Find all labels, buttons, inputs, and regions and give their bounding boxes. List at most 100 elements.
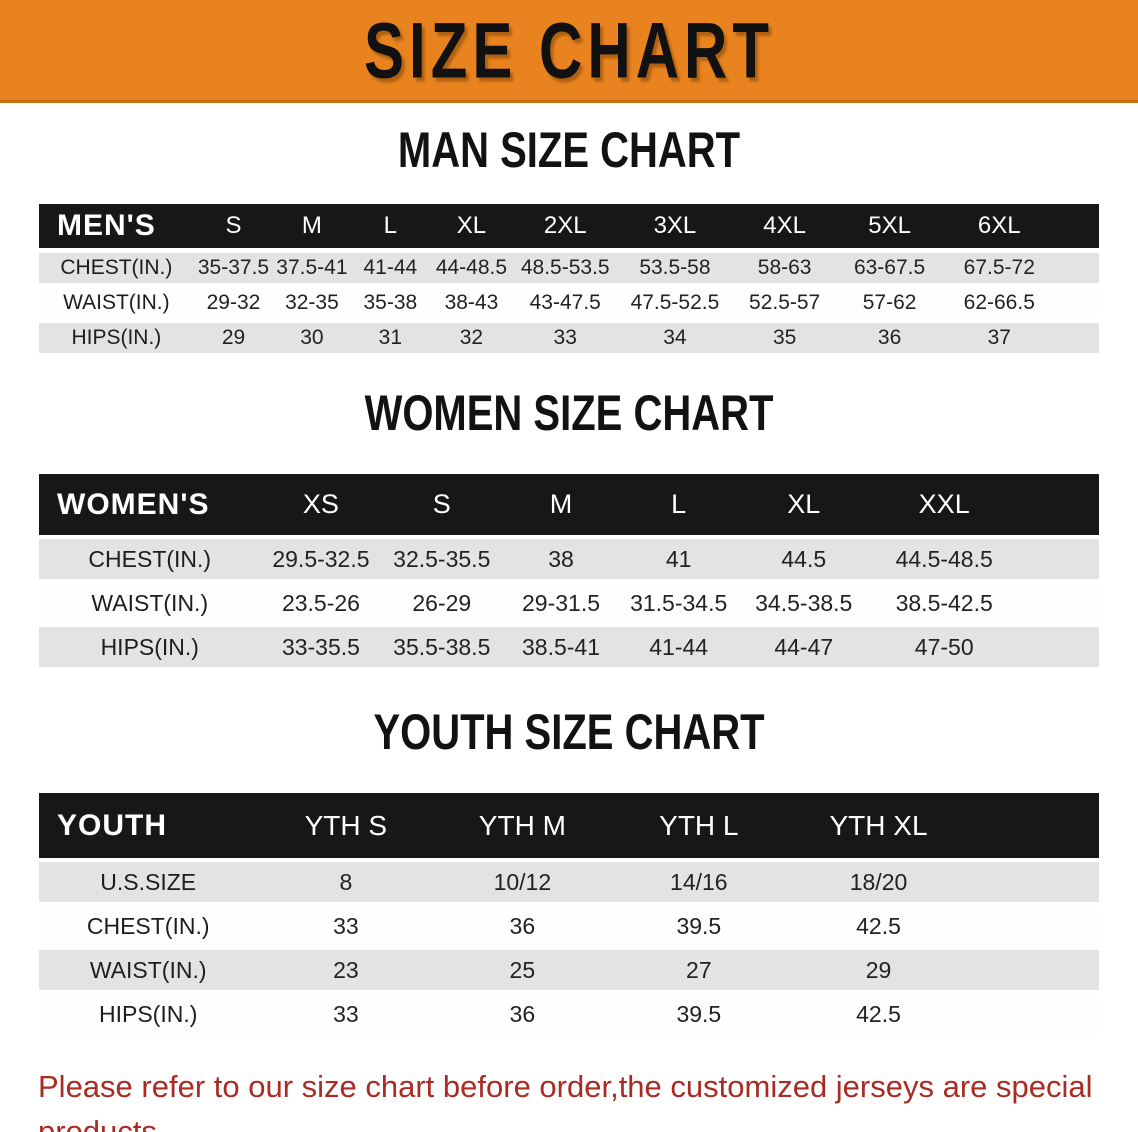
size-value-cell: 42.5 [787, 994, 970, 1034]
size-value-cell: 14/16 [610, 862, 788, 902]
size-value-cell: 41-44 [350, 253, 431, 283]
women-section-heading: WOMEN SIZE CHART [0, 358, 1138, 450]
notice-line-1: Please refer to our size chart before or… [38, 1069, 1093, 1132]
women-section-heading-text: WOMEN SIZE CHART [364, 386, 774, 442]
size-value-cell: 29-32 [193, 288, 274, 318]
size-value-cell: 33 [257, 906, 435, 946]
measurement-row: HIPS(IN.) 33 36 39.5 42.5 [39, 994, 1099, 1034]
size-value-cell: 27 [610, 950, 788, 990]
spacer-cell [969, 906, 1099, 946]
size-column-header: YTH XL [787, 793, 970, 858]
size-value-cell: 29 [193, 323, 274, 353]
size-column-header: M [273, 204, 351, 248]
table-title-cell: YOUTH [39, 793, 258, 858]
size-value-cell: 57-62 [837, 288, 943, 318]
table-header-row: YOUTH YTH S YTH M YTH L YTH XL [39, 793, 1099, 858]
size-column-header: YTH L [610, 793, 788, 858]
spacer-cell [1056, 204, 1099, 248]
size-value-cell: 34.5-38.5 [737, 583, 870, 623]
measurement-row: HIPS(IN.) 29 30 31 32 33 34 35 36 37 [39, 323, 1099, 353]
size-value-cell: 48.5-53.5 [512, 253, 618, 283]
youth-size-section: YOUTH SIZE CHART YOUTH YTH S YTH M YTH L YTH… [0, 671, 1138, 1038]
size-value-cell: 36 [434, 906, 611, 946]
size-column-header: S [193, 204, 274, 248]
measurement-row: WAIST(IN.) 23.5-26 26-29 29-31.5 31.5-34.5 34… [39, 583, 1099, 623]
size-value-cell: 43-47.5 [512, 288, 618, 318]
size-column-header: L [350, 204, 431, 248]
banner: SIZE CHART [0, 0, 1138, 103]
size-value-cell: 35-38 [350, 288, 431, 318]
row-label-cell: U.S.SIZE [39, 862, 258, 902]
measurement-row: WAIST(IN.) 23 25 27 29 [39, 950, 1099, 990]
size-value-cell: 44-48.5 [430, 253, 513, 283]
row-label-cell: WAIST(IN.) [39, 950, 258, 990]
size-value-cell: 44-47 [737, 627, 870, 667]
size-value-cell: 38.5-41 [502, 627, 620, 667]
size-value-cell: 38 [502, 539, 620, 579]
size-value-cell: 36 [837, 323, 943, 353]
size-value-cell: 29 [787, 950, 970, 990]
size-value-cell: 23 [257, 950, 435, 990]
mens-size-table: MEN'S S M L XL 2XL 3XL 4XL 5XL 6XL CHEST(IN.) 35-37… [39, 199, 1099, 358]
size-value-cell: 33 [512, 323, 618, 353]
row-label-cell: HIPS(IN.) [39, 323, 194, 353]
womens-size-table: WOMEN'S XS S M L XL XXL CHEST(IN.) 29.5-32.5 32.5… [39, 470, 1099, 671]
size-column-header: XL [430, 204, 513, 248]
spacer-cell [1056, 323, 1099, 353]
table-header-row: MEN'S S M L XL 2XL 3XL 4XL 5XL 6XL [39, 204, 1099, 248]
size-value-cell: 42.5 [787, 906, 970, 946]
table-header-row: WOMEN'S XS S M L XL XXL [39, 474, 1099, 535]
spacer-cell [969, 862, 1099, 902]
size-value-cell: 67.5-72 [942, 253, 1057, 283]
size-value-cell: 29-31.5 [502, 583, 620, 623]
row-label-cell: WAIST(IN.) [39, 288, 194, 318]
size-value-cell: 32-35 [273, 288, 351, 318]
measurement-row: CHEST(IN.) 33 36 39.5 42.5 [39, 906, 1099, 946]
size-value-cell: 26-29 [381, 583, 503, 623]
size-value-cell: 63-67.5 [837, 253, 943, 283]
size-column-header: 4XL [732, 204, 838, 248]
row-label-cell: WAIST(IN.) [39, 583, 261, 623]
measurement-row: CHEST(IN.) 29.5-32.5 32.5-35.5 38 41 44.5 44.5… [39, 539, 1099, 579]
size-value-cell: 39.5 [610, 994, 788, 1034]
row-label-cell: CHEST(IN.) [39, 539, 261, 579]
spacer-cell [969, 950, 1099, 990]
man-size-section: MAN SIZE CHART MEN'S S M L XL 2XL 3XL 4XL 5XL 6XL… [0, 103, 1138, 358]
size-value-cell: 35.5-38.5 [381, 627, 503, 667]
size-column-header: YTH S [257, 793, 435, 858]
measurement-row: WAIST(IN.) 29-32 32-35 35-38 38-43 43-47.5 47.… [39, 288, 1099, 318]
youth-section-heading-text: YOUTH SIZE CHART [373, 705, 765, 761]
size-value-cell: 35 [732, 323, 838, 353]
spacer-cell [1018, 627, 1099, 667]
size-value-cell: 41-44 [619, 627, 738, 667]
size-column-header: 6XL [942, 204, 1057, 248]
measurement-row: HIPS(IN.) 33-35.5 35.5-38.5 38.5-41 41-44 44-… [39, 627, 1099, 667]
size-value-cell: 41 [619, 539, 738, 579]
spacer-cell [1018, 583, 1099, 623]
size-value-cell: 18/20 [787, 862, 970, 902]
size-value-cell: 32.5-35.5 [381, 539, 503, 579]
size-value-cell: 53.5-58 [617, 253, 733, 283]
size-value-cell: 47.5-52.5 [617, 288, 733, 318]
size-value-cell: 25 [434, 950, 611, 990]
row-label-cell: CHEST(IN.) [39, 253, 194, 283]
size-value-cell: 33-35.5 [260, 627, 382, 667]
size-value-cell: 35-37.5 [193, 253, 274, 283]
footer-notice: Please refer to our size chart before or… [38, 1064, 1118, 1132]
spacer-cell [1018, 539, 1099, 579]
women-size-section: WOMEN SIZE CHART WOMEN'S XS S M L XL XXL CHEST(… [0, 358, 1138, 671]
spacer-cell [969, 793, 1099, 858]
size-column-header: XL [737, 474, 870, 535]
man-section-heading-text: MAN SIZE CHART [397, 123, 741, 179]
row-label-cell: HIPS(IN.) [39, 994, 258, 1034]
size-value-cell: 30 [273, 323, 351, 353]
row-label-cell: CHEST(IN.) [39, 906, 258, 946]
size-value-cell: 47-50 [870, 627, 1019, 667]
spacer-cell [1018, 474, 1099, 535]
size-value-cell: 29.5-32.5 [260, 539, 382, 579]
size-column-header: L [619, 474, 738, 535]
spacer-cell [1056, 253, 1099, 283]
table-title-cell: MEN'S [39, 204, 194, 248]
youth-section-heading: YOUTH SIZE CHART [0, 671, 1138, 769]
size-value-cell: 31 [350, 323, 431, 353]
